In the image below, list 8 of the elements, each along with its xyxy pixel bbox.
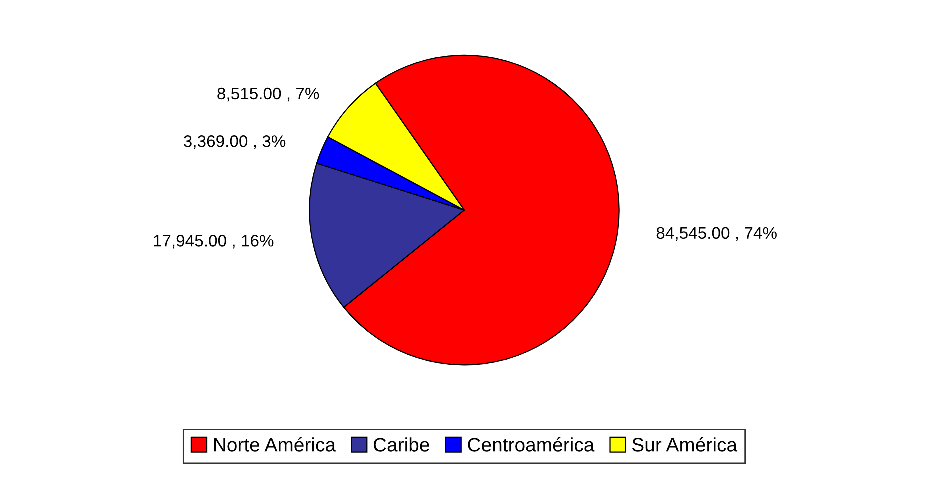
data-label: 8,515.00 , 7% [218, 88, 320, 102]
legend-label: Centroamérica [468, 437, 595, 452]
data-label: 3,369.00 , 3% [184, 136, 286, 150]
legend-label: Sur América [632, 437, 738, 452]
legend-label: Norte América [214, 437, 336, 452]
data-label: 84,545.00 , 74% [656, 227, 777, 242]
legend-label: Caribe [374, 438, 430, 452]
data-label: 17,945.00 , 16% [154, 235, 274, 249]
